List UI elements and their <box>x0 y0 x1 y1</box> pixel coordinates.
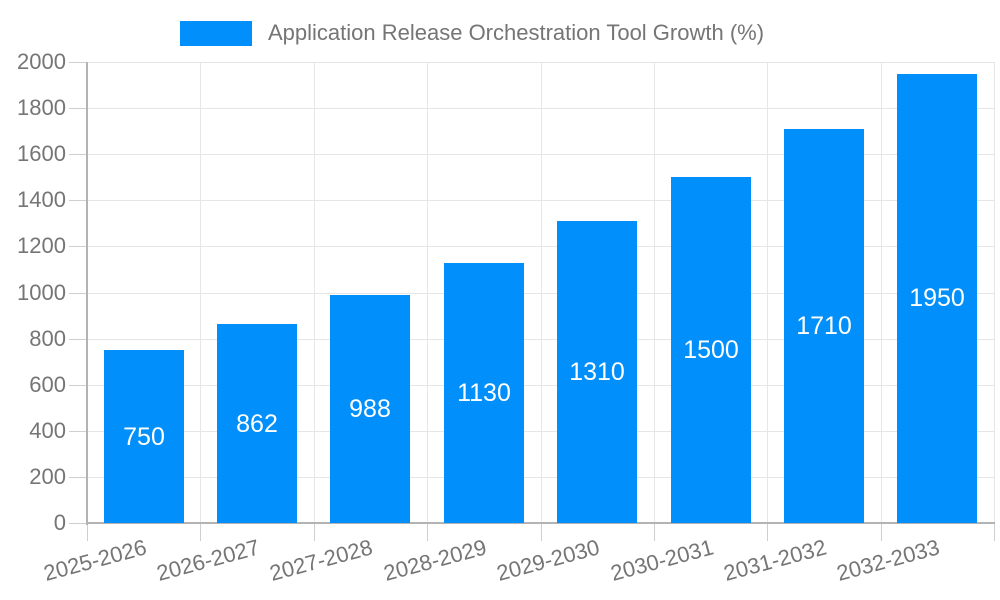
legend-item[interactable]: Application Release Orchestration Tool G… <box>180 20 764 46</box>
bar[interactable] <box>444 263 524 523</box>
y-axis-label: 1600 <box>17 141 66 166</box>
y-axis-label: 1200 <box>17 233 66 258</box>
x-tick-mark <box>87 523 88 541</box>
bar[interactable] <box>217 324 297 523</box>
bar[interactable] <box>330 295 410 523</box>
x-gridline <box>654 62 655 523</box>
y-gridline <box>87 200 994 201</box>
x-tick-mark <box>994 523 995 541</box>
y-gridline <box>87 293 994 294</box>
y-axis-label: 800 <box>29 326 66 351</box>
y-axis-label: 0 <box>53 510 66 535</box>
x-gridline <box>541 62 542 523</box>
y-tick-mark <box>69 339 87 340</box>
y-tick-mark <box>69 108 87 109</box>
legend-swatch <box>180 20 252 46</box>
y-tick-mark <box>69 431 87 432</box>
bar-value-label: 1130 <box>457 379 511 407</box>
bar-value-label: 1310 <box>569 358 625 386</box>
x-tick-mark <box>881 523 882 541</box>
y-tick-mark <box>69 477 87 478</box>
y-tick-mark <box>69 385 87 386</box>
y-axis-label: 400 <box>29 418 66 443</box>
y-gridline <box>87 339 994 340</box>
x-tick-mark <box>541 523 542 541</box>
y-gridline <box>87 385 994 386</box>
y-axis-label: 1800 <box>17 95 66 120</box>
bar-value-label: 1500 <box>683 336 739 364</box>
y-tick-mark <box>69 246 87 247</box>
y-gridline <box>87 154 994 155</box>
x-gridline <box>767 62 768 523</box>
y-gridline <box>87 477 994 478</box>
bar-value-label: 988 <box>349 395 391 423</box>
bar-value-label: 1710 <box>796 312 852 340</box>
y-tick-mark <box>69 293 87 294</box>
bar[interactable] <box>104 350 184 523</box>
x-tick-mark <box>767 523 768 541</box>
x-axis-line <box>86 522 995 524</box>
x-gridline <box>200 62 201 523</box>
y-tick-mark <box>69 62 87 63</box>
x-tick-mark <box>314 523 315 541</box>
x-gridline <box>427 62 428 523</box>
y-tick-mark <box>69 200 87 201</box>
bar-value-label: 750 <box>123 423 165 451</box>
x-gridline <box>314 62 315 523</box>
y-axis-label: 200 <box>29 464 66 489</box>
y-axis-label: 1000 <box>17 280 66 305</box>
y-gridline <box>87 62 994 63</box>
y-gridline <box>87 108 994 109</box>
bar[interactable] <box>671 177 751 523</box>
y-axis-label: 600 <box>29 372 66 397</box>
x-tick-mark <box>427 523 428 541</box>
y-tick-mark <box>69 154 87 155</box>
y-gridline <box>87 431 994 432</box>
x-tick-mark <box>200 523 201 541</box>
y-axis-label: 1400 <box>17 187 66 212</box>
bar-value-label: 1950 <box>909 284 965 312</box>
bar[interactable] <box>897 74 977 523</box>
y-axis-line <box>86 62 88 525</box>
y-gridline <box>87 246 994 247</box>
y-axis-label: 2000 <box>17 49 66 74</box>
y-tick-mark <box>69 523 87 524</box>
legend-label: Application Release Orchestration Tool G… <box>268 20 765 45</box>
x-tick-mark <box>654 523 655 541</box>
x-gridline <box>881 62 882 523</box>
x-gridline <box>994 62 995 523</box>
bar-value-label: 862 <box>236 410 278 438</box>
bar[interactable] <box>784 129 864 523</box>
bar[interactable] <box>557 221 637 523</box>
